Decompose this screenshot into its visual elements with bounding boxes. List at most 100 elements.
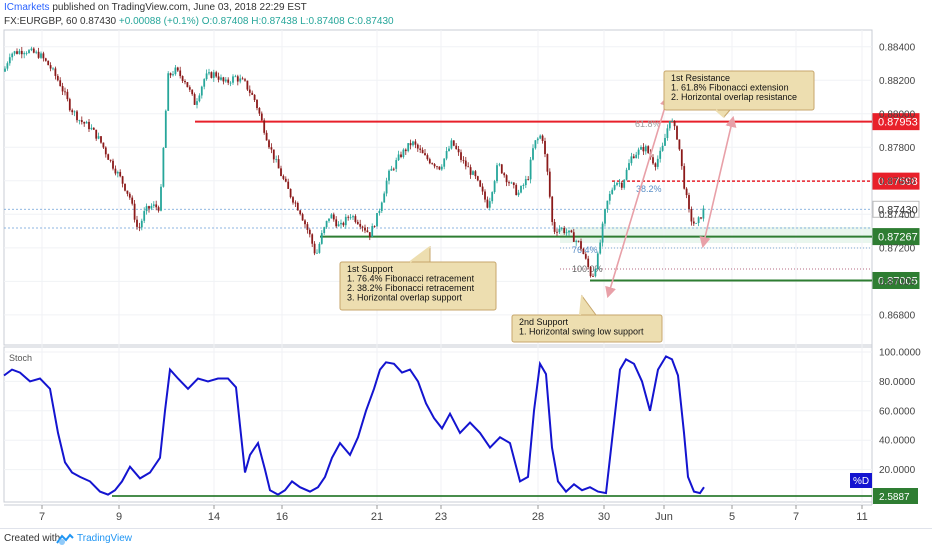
candle-body: [188, 87, 191, 90]
note-box: [339, 261, 497, 311]
price-tick-label: 0.87400: [879, 210, 916, 221]
candle-body: [292, 197, 294, 203]
stoch-last-tag: [873, 488, 918, 504]
candle-body: [604, 209, 606, 224]
candle-body: [49, 65, 52, 69]
candle-body: [119, 171, 122, 177]
candle-body: [534, 140, 537, 149]
candle-body: [484, 191, 486, 200]
note-line: 2. 38.2% Fibonacci retracement: [347, 283, 475, 293]
chart-header: ICmarkets published on TradingView.com, …: [0, 0, 932, 30]
candle-body: [431, 163, 434, 165]
symbol-label: FX:EURGBP, 60: [4, 16, 78, 27]
candle-body: [505, 175, 508, 183]
candle-body: [90, 127, 93, 130]
price-tick-label: 0.88000: [879, 109, 916, 120]
candle-body: [270, 147, 273, 150]
candle-body: [217, 76, 220, 80]
price-tick-label: 0.88200: [879, 76, 916, 87]
candle-body: [620, 182, 623, 188]
candle-body: [347, 216, 350, 218]
candle-body: [565, 232, 568, 234]
projection-arrow: [605, 94, 671, 299]
time-tick-label: Jun: [655, 511, 673, 523]
candle-body: [143, 211, 146, 221]
candle-body: [258, 108, 261, 114]
candle-body: [328, 218, 330, 221]
price-chart[interactable]: 0.87953 0.87598 0.87430 0.87267 0.87005 61.8…: [0, 0, 932, 528]
candle-body: [4, 68, 6, 72]
candle-body: [8, 57, 11, 64]
candle-body: [23, 53, 26, 55]
candle-body: [198, 95, 201, 102]
candle-body: [424, 153, 426, 156]
candle-body: [392, 168, 395, 170]
candle-body: [56, 75, 59, 81]
candle-body: [395, 160, 398, 169]
time-axis: 7 9 14 16 21 23 28 30 Jun 5 7 11: [39, 505, 868, 523]
candle-body: [179, 70, 182, 77]
candle-body: [131, 197, 134, 204]
stoch-tick-label: 80.0000: [879, 377, 916, 388]
candle-body: [42, 53, 45, 59]
candle-body: [400, 154, 402, 157]
candle-body: [460, 152, 462, 160]
candle-body: [517, 192, 520, 196]
candle-body: [676, 126, 678, 140]
candle-body: [289, 188, 292, 198]
stoch-series-tag: [850, 473, 872, 488]
candle-body: [503, 173, 506, 176]
candle-body: [164, 110, 167, 148]
level-price-label: 0.87005: [878, 275, 918, 287]
candle-body: [332, 214, 335, 220]
candle-body: [88, 121, 90, 130]
author-link[interactable]: ICmarkets: [4, 2, 50, 13]
candle-body: [599, 242, 602, 254]
candle-body: [416, 144, 419, 149]
footer: Created with TradingView: [0, 528, 932, 551]
candle-body: [376, 213, 378, 227]
level-price-tag: [872, 200, 920, 218]
candle-body: [287, 181, 290, 189]
candle-body: [265, 132, 268, 141]
candle-body: [97, 136, 100, 139]
price-tick-label: 0.88400: [879, 42, 916, 53]
candle-body: [587, 258, 590, 268]
candle-body: [652, 157, 654, 164]
candle-body: [148, 206, 150, 209]
candle-body: [496, 165, 498, 182]
note-line: 1. 61.8% Fibonacci extension: [671, 83, 789, 93]
candle-body: [253, 94, 256, 100]
note-line: 1st Resistance: [671, 73, 730, 83]
candle-body: [563, 227, 566, 233]
candle-body: [16, 51, 18, 54]
candle-body: [683, 166, 686, 189]
candle-body: [486, 199, 489, 208]
candle-body: [366, 230, 369, 233]
time-tick-label: 23: [435, 511, 447, 523]
tradingview-brand-link[interactable]: TradingView: [77, 533, 133, 544]
level-price-tag: [872, 271, 920, 289]
candle-body: [419, 148, 422, 150]
candle-body: [551, 196, 554, 222]
candle-body: [246, 80, 249, 90]
candle-body: [508, 182, 510, 184]
candle-body: [702, 208, 705, 219]
time-tick-label: 14: [208, 511, 220, 523]
level-price-label: 0.87598: [878, 176, 918, 188]
candle-body: [570, 230, 573, 233]
candle-body: [28, 50, 30, 53]
candle-body: [244, 79, 246, 81]
candle-body: [100, 136, 102, 143]
candle-body: [196, 101, 198, 105]
candle-body: [541, 135, 544, 141]
time-tick-label: 30: [598, 511, 610, 523]
candle-body: [671, 121, 674, 122]
candle-body: [529, 159, 532, 180]
candle-body: [92, 127, 95, 130]
candle-body: [44, 58, 47, 61]
note-line: 2. Horizontal overlap resistance: [671, 92, 797, 102]
